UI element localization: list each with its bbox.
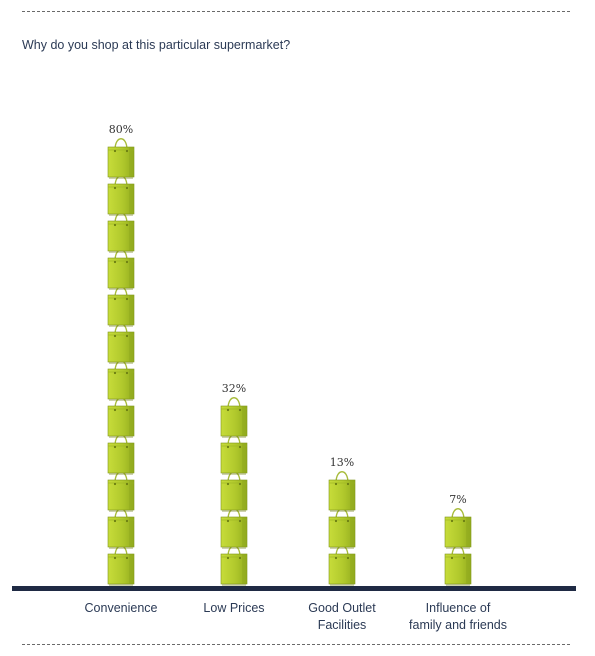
bag-icon [107, 508, 135, 549]
bag-icon [328, 508, 356, 549]
bag-icon [220, 397, 248, 438]
bag-icon [220, 545, 248, 586]
bag-icon [107, 323, 135, 364]
bag-icon [107, 545, 135, 586]
chart-question: Why do you shop at this particular super… [22, 38, 291, 52]
bag-icon [220, 471, 248, 512]
bar-2 [220, 397, 248, 586]
bag-icon [107, 175, 135, 216]
bag-icon [107, 212, 135, 253]
bag-icon [107, 138, 135, 179]
bag-icon [220, 434, 248, 475]
bag-icon [107, 471, 135, 512]
bar-4 [444, 508, 472, 586]
chart-baseline [12, 586, 576, 591]
data-label: 32% [222, 382, 246, 395]
labels-layer: 80% Convenience 32% Low Prices 13% Good Outle… [85, 123, 507, 632]
category-label: Influence of [426, 601, 491, 615]
bag-icon [444, 508, 472, 549]
bar-3 [328, 471, 356, 586]
bag-icon [107, 286, 135, 327]
category-label: Good Outlet [308, 601, 376, 615]
bottom-divider [22, 644, 570, 645]
bag-icon [328, 471, 356, 512]
data-label: 7% [449, 493, 466, 506]
bag-icon [328, 545, 356, 586]
data-label: 13% [330, 456, 354, 469]
bars-layer [107, 138, 472, 586]
bag-icon [107, 360, 135, 401]
bag-icon [444, 545, 472, 586]
category-label: Low Prices [203, 601, 264, 615]
top-divider [22, 11, 570, 12]
bar-1 [107, 138, 135, 586]
bag-icon [107, 397, 135, 438]
category-label: Convenience [85, 601, 158, 615]
category-label: family and friends [409, 618, 507, 632]
category-label: Facilities [318, 618, 367, 632]
data-label: 80% [109, 123, 133, 136]
bag-icon [220, 508, 248, 549]
bag-icon [107, 434, 135, 475]
bag-icon [107, 249, 135, 290]
